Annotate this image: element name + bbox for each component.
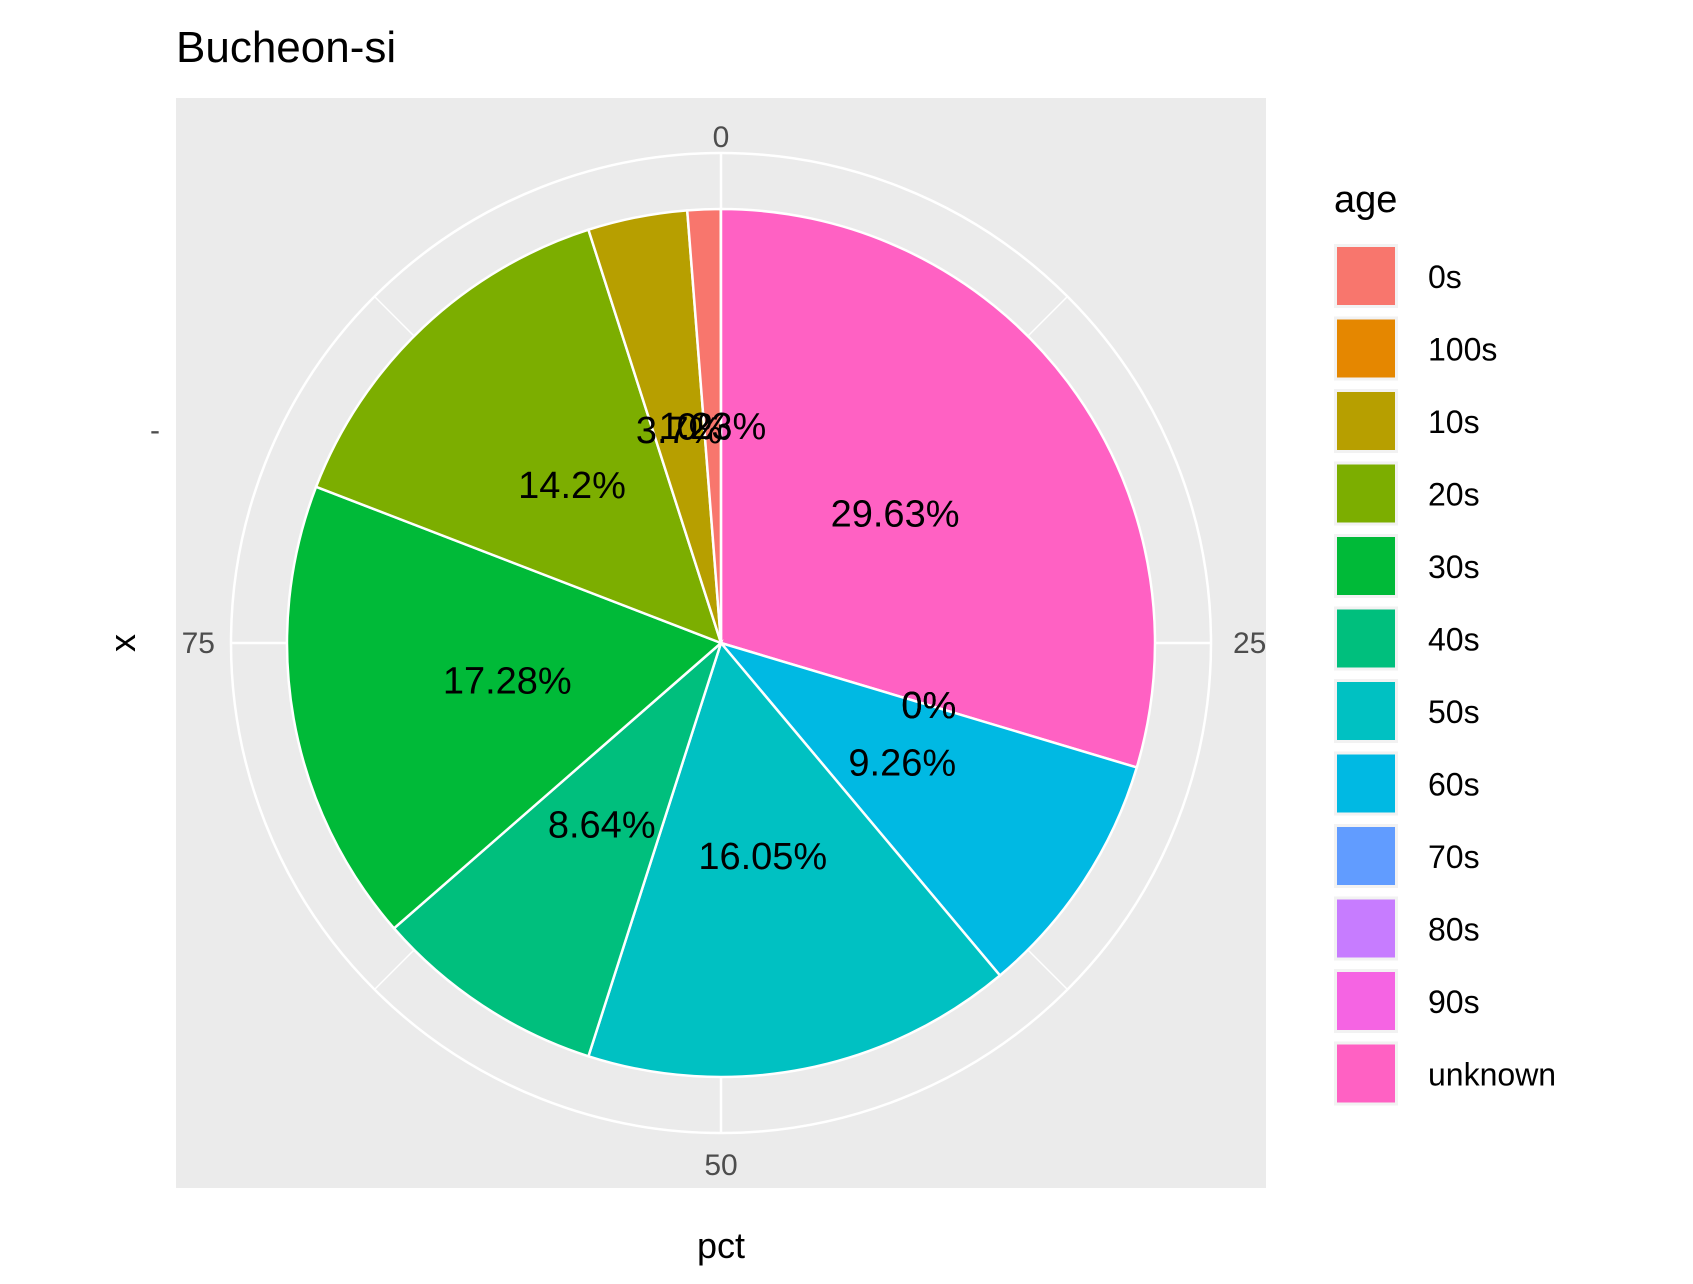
angular-tick-label: 75 (182, 627, 215, 660)
pie-slice-0s (685, 207, 723, 644)
legend: age 0s 100s 10s 20s 30s 40s 50s 60s 70s 80s 90s unk… (1334, 179, 1556, 1106)
slice-label-60s: 9.26% (848, 742, 956, 784)
legend-label-10s: 10s (1428, 404, 1480, 440)
legend-label-100s: 100s (1428, 332, 1497, 368)
legend-label-30s: 30s (1428, 549, 1480, 585)
pie-slice-unknown (719, 207, 1157, 770)
legend-label-90s: 90s (1428, 984, 1480, 1020)
legend-label-0s: 0s (1428, 259, 1462, 295)
legend-label-80s: 80s (1428, 912, 1480, 948)
legend-swatch-70s (1337, 827, 1395, 885)
pie-slice-20s (314, 228, 723, 646)
slice-labels: 29.63%0%0%0%9.26%16.05%8.64%17.28%14.2%3… (443, 406, 960, 878)
legend-label-unknown: unknown (1428, 1057, 1556, 1093)
slice-label-40s: 8.64% (548, 804, 656, 846)
legend-swatch-60s (1337, 754, 1395, 813)
legend-swatch-90s (1337, 972, 1395, 1030)
legend-swatch-20s (1337, 464, 1395, 523)
angular-tick-label: 0 (713, 121, 730, 154)
angular-tick-label: 25 (1233, 627, 1266, 660)
legend-swatch-80s (1337, 899, 1395, 958)
angular-ticks: 0 25 50 75 (182, 121, 1267, 1182)
legend-label-20s: 20s (1428, 477, 1480, 513)
legend-label-70s: 70s (1428, 839, 1480, 875)
legend-swatch-10s (1337, 392, 1395, 450)
slice-label-70s: 0% (901, 685, 956, 727)
pie-slice-50s (586, 640, 1002, 1079)
slice-label-80s: 0% (901, 685, 956, 727)
legend-label-60s: 60s (1428, 767, 1480, 803)
slice-label-20s: 14.2% (518, 465, 626, 507)
legend-swatch-unknown (1337, 1044, 1395, 1103)
legend-swatch-100s (1337, 319, 1395, 378)
angular-tick-label: 50 (704, 1149, 737, 1182)
legend-swatch-40s (1337, 609, 1395, 668)
slice-label-100s: 0% (677, 407, 732, 449)
legend-swatch-50s (1337, 682, 1395, 740)
pie-slice-60s (717, 640, 1139, 978)
slice-label-30s: 17.28% (443, 661, 572, 703)
legend-label-40s: 40s (1428, 622, 1480, 658)
pie-slice-30s (285, 485, 724, 931)
pie-slices (285, 207, 1157, 1079)
legend-label-50s: 50s (1428, 694, 1480, 730)
legend-swatch-0s (1337, 247, 1395, 305)
y-axis-title: x (102, 634, 143, 652)
pie-slice-40s (392, 639, 724, 1058)
slice-label-50s: 16.05% (698, 836, 827, 878)
legend-swatch-30s (1337, 537, 1395, 595)
legend-title: age (1334, 179, 1397, 221)
x-axis-title: pct (697, 1225, 745, 1266)
chart-title: Bucheon-si (176, 23, 396, 72)
y-tick-label: - (150, 414, 160, 447)
slice-label-90s: 0% (901, 685, 956, 727)
slice-label-10s: 3.7% (636, 410, 723, 452)
slice-label-unknown: 29.63% (831, 493, 960, 535)
slice-label-0s: 1.23% (659, 406, 767, 448)
